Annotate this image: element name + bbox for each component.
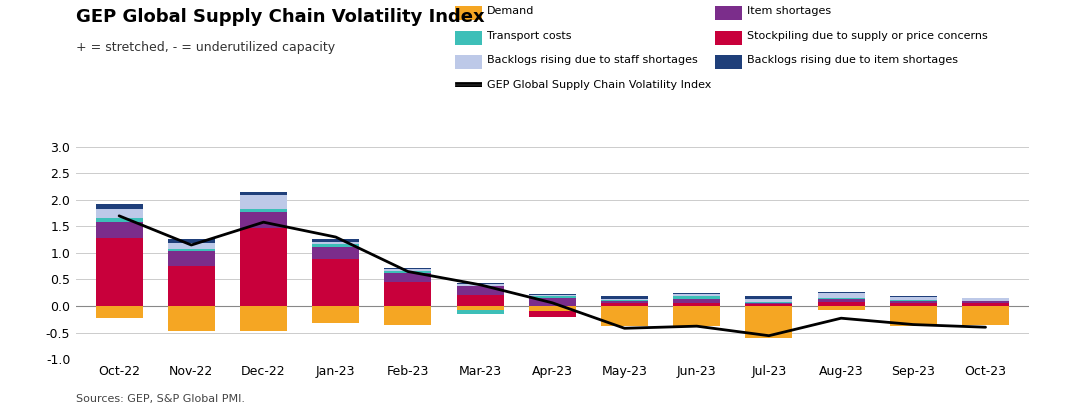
Bar: [168, 243, 214, 249]
Bar: [962, 297, 1009, 298]
Bar: [312, 244, 360, 246]
Bar: [745, 299, 793, 302]
Bar: [890, 301, 937, 304]
Bar: [384, 282, 431, 306]
Text: Demand: Demand: [487, 6, 535, 16]
Bar: [818, 302, 864, 306]
Bar: [457, 284, 504, 286]
Bar: [168, 239, 214, 243]
Bar: [384, 269, 431, 271]
Bar: [312, 306, 360, 323]
Bar: [962, 298, 1009, 301]
Bar: [962, 301, 1009, 304]
Bar: [457, 283, 504, 284]
Text: Transport costs: Transport costs: [487, 31, 572, 41]
Bar: [745, 302, 793, 303]
Bar: [674, 293, 720, 294]
Text: Backlogs rising due to staff shortages: Backlogs rising due to staff shortages: [487, 55, 699, 65]
Text: GEP Global Supply Chain Volatility Index: GEP Global Supply Chain Volatility Index: [76, 8, 484, 26]
Text: Sources: GEP, S&P Global PMI.: Sources: GEP, S&P Global PMI.: [76, 394, 245, 404]
Bar: [745, 297, 793, 299]
Bar: [890, 300, 937, 301]
Bar: [818, 293, 864, 298]
Bar: [529, 295, 576, 297]
Bar: [240, 195, 287, 209]
Bar: [529, 311, 576, 317]
Bar: [168, 266, 214, 306]
Bar: [312, 259, 360, 306]
Bar: [457, 310, 504, 314]
Bar: [168, 251, 214, 266]
Text: + = stretched, - = underutilized capacity: + = stretched, - = underutilized capacit…: [76, 41, 335, 54]
Bar: [818, 299, 864, 302]
Bar: [457, 295, 504, 306]
Bar: [674, 306, 720, 326]
Bar: [95, 222, 143, 238]
Bar: [818, 298, 864, 299]
Bar: [240, 306, 287, 331]
Bar: [601, 306, 648, 326]
Bar: [529, 294, 576, 295]
Bar: [745, 304, 793, 306]
Text: Item shortages: Item shortages: [747, 6, 832, 16]
Bar: [384, 273, 431, 282]
Bar: [457, 306, 504, 310]
Bar: [745, 306, 793, 338]
Bar: [240, 212, 287, 228]
Bar: [962, 306, 1009, 325]
Bar: [95, 219, 143, 222]
Text: Stockpiling due to supply or price concerns: Stockpiling due to supply or price conce…: [747, 31, 988, 41]
Bar: [745, 303, 793, 304]
Bar: [240, 228, 287, 306]
Bar: [890, 297, 937, 300]
Bar: [890, 306, 937, 326]
Bar: [384, 271, 431, 273]
Bar: [818, 292, 864, 293]
Bar: [95, 204, 143, 209]
Bar: [674, 303, 720, 306]
Bar: [95, 209, 143, 219]
Bar: [312, 239, 360, 242]
Text: Backlogs rising due to item shortages: Backlogs rising due to item shortages: [747, 55, 958, 65]
Bar: [95, 238, 143, 306]
Bar: [95, 306, 143, 318]
Bar: [601, 301, 648, 303]
Bar: [529, 306, 576, 311]
Bar: [312, 246, 360, 259]
Bar: [168, 306, 214, 331]
Bar: [529, 297, 576, 306]
Bar: [240, 192, 287, 195]
Text: GEP Global Supply Chain Volatility Index: GEP Global Supply Chain Volatility Index: [487, 80, 712, 90]
Bar: [818, 306, 864, 310]
Bar: [601, 297, 648, 299]
Bar: [384, 268, 431, 269]
Bar: [312, 242, 360, 244]
Bar: [457, 286, 504, 295]
Bar: [168, 249, 214, 251]
Bar: [890, 304, 937, 306]
Bar: [384, 306, 431, 325]
Bar: [240, 209, 287, 212]
Bar: [674, 299, 720, 303]
Bar: [601, 303, 648, 306]
Bar: [601, 299, 648, 301]
Bar: [962, 304, 1009, 306]
Bar: [674, 294, 720, 297]
Bar: [674, 297, 720, 299]
